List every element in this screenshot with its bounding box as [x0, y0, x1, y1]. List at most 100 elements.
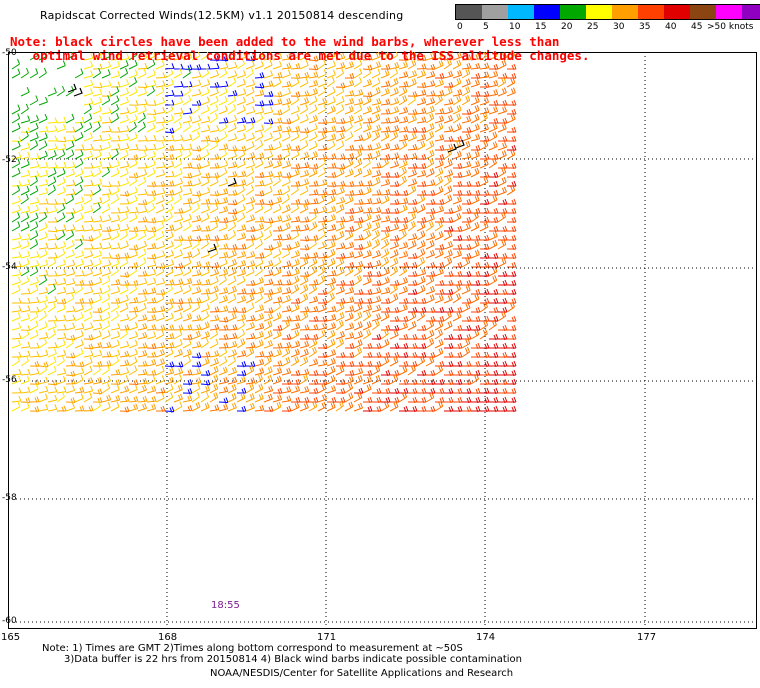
- wind-barb: [398, 81, 409, 88]
- wind-barb: [47, 270, 58, 277]
- wind-barb: [191, 330, 201, 340]
- wind-barb: [263, 278, 274, 286]
- wind-barb: [489, 252, 499, 260]
- wind-barb: [488, 89, 499, 97]
- wind-barb: [65, 402, 75, 412]
- wind-barb: [83, 303, 93, 313]
- wind-barb: [56, 368, 67, 376]
- wind-barb: [443, 98, 454, 106]
- wind-barb: [371, 113, 381, 124]
- wind-barb: [263, 160, 274, 169]
- wind-barb: [363, 369, 373, 377]
- wind-barb: [20, 67, 29, 79]
- wind-barb: [173, 158, 183, 169]
- wind-barb: [245, 86, 255, 97]
- wind-barb: [218, 122, 228, 133]
- wind-barb: [308, 324, 319, 331]
- wind-barb: [362, 144, 373, 151]
- wind-barb: [155, 349, 165, 358]
- wind-barb: [29, 306, 40, 313]
- wind-barb: [309, 369, 319, 377]
- wind-barb: [326, 365, 336, 376]
- wind-barb: [110, 394, 121, 403]
- wind-barb: [272, 124, 283, 133]
- wind-barb: [38, 337, 47, 349]
- wind-barb: [353, 59, 363, 70]
- wind-barb: [489, 342, 499, 350]
- wind-barb: [443, 230, 453, 241]
- wind-barb: [83, 79, 94, 88]
- wind-barb: [182, 188, 193, 196]
- wind-barb: [335, 167, 345, 178]
- wind-barb: [101, 375, 111, 385]
- wind-barb: [371, 259, 382, 268]
- wind-barb: [362, 105, 372, 115]
- wind-barb: [371, 197, 382, 205]
- wind-barb: [263, 340, 273, 349]
- wind-barb: [380, 194, 390, 205]
- wind-barb: [453, 189, 463, 197]
- wind-barb: [47, 296, 58, 304]
- wind-barb: [425, 337, 435, 349]
- wind-barb: [74, 270, 85, 277]
- wind-barb: [101, 188, 112, 196]
- wind-barb: [20, 127, 31, 133]
- wind-barb: [461, 132, 471, 142]
- wind-barb: [317, 322, 328, 331]
- wind-barb: [137, 135, 148, 142]
- wind-barb: [92, 197, 103, 205]
- wind-barb: [263, 199, 274, 206]
- wind-barb: [498, 333, 508, 341]
- wind-barb: [344, 89, 355, 97]
- wind-barb: [308, 114, 318, 124]
- wind-barb: [218, 287, 229, 295]
- wind-barb: [29, 230, 39, 241]
- wind-barb: [425, 275, 435, 286]
- wind-barb: [245, 234, 256, 241]
- wind-barb: [362, 168, 372, 178]
- wind-barb: [389, 125, 400, 133]
- wind-barb: [398, 166, 407, 178]
- wind-barb: [344, 214, 355, 223]
- wind-barb: [408, 288, 418, 296]
- wind-barb: [272, 240, 282, 250]
- legend-swatch: [664, 5, 690, 19]
- wind-barb: [353, 52, 363, 61]
- wind-barb: [74, 238, 83, 250]
- wind-barb: [182, 134, 193, 142]
- wind-barb: [309, 387, 319, 395]
- wind-barb: [29, 342, 40, 349]
- wind-barb: [209, 87, 219, 97]
- wind-barb: [336, 360, 346, 368]
- wind-barb: [272, 109, 283, 116]
- wind-barb: [92, 230, 102, 241]
- wind-barb: [11, 212, 21, 223]
- wind-barb: [11, 269, 22, 277]
- wind-barb: [11, 322, 22, 331]
- wind-barb: [344, 376, 355, 385]
- wind-barb: [137, 105, 147, 115]
- wind-barb: [479, 107, 490, 115]
- wind-barb: [38, 364, 47, 376]
- wind-barb: [92, 341, 103, 349]
- wind-barb: [326, 240, 336, 250]
- wind-barb: [200, 149, 210, 160]
- wind-barb: [164, 160, 175, 169]
- wind-barb: [408, 405, 418, 413]
- wind-barb: [11, 233, 22, 241]
- legend-label: 30: [613, 22, 625, 32]
- wind-barb: [11, 151, 22, 160]
- wind-barb: [498, 252, 508, 260]
- wind-barb: [182, 64, 193, 71]
- wind-barb: [128, 339, 138, 349]
- wind-barb: [65, 378, 76, 385]
- wind-barb: [20, 275, 30, 286]
- wind-barb: [83, 205, 94, 214]
- wind-barb: [263, 393, 273, 403]
- wind-barb: [65, 360, 76, 367]
- wind-barb: [326, 52, 336, 61]
- wind-barb: [155, 305, 166, 313]
- wind-barb: [335, 68, 345, 79]
- wind-barb: [380, 188, 391, 196]
- wind-barb: [326, 96, 336, 106]
